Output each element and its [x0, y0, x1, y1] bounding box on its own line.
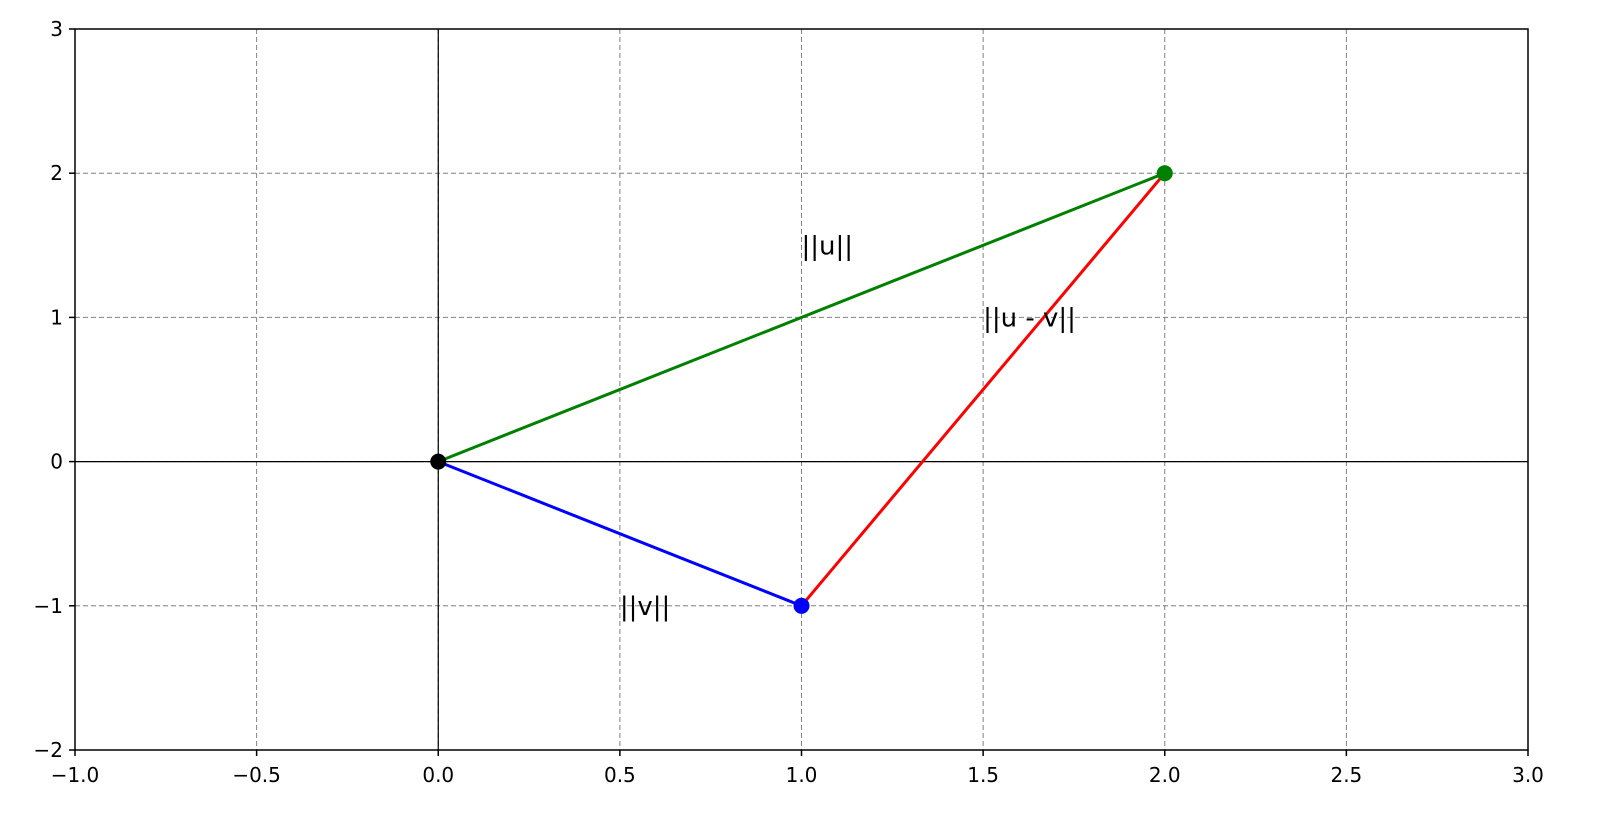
- annotation-label: ||u - v||: [983, 303, 1076, 333]
- annotation-label: ||v||: [620, 592, 670, 622]
- x-tick-label: 1.0: [786, 763, 818, 787]
- x-tick-label: 2.0: [1149, 763, 1181, 787]
- x-tick-label: 0.0: [422, 763, 454, 787]
- y-tick-label: −2: [34, 738, 63, 762]
- y-tick-label: 1: [50, 305, 63, 329]
- x-tick-label: −0.5: [232, 763, 281, 787]
- zero-axis-lines: [75, 29, 1528, 750]
- x-tick-label: 2.5: [1330, 763, 1362, 787]
- x-tick-label: 0.5: [604, 763, 636, 787]
- x-tick-label: −1.0: [51, 763, 100, 787]
- x-tick-label: 1.5: [967, 763, 999, 787]
- y-tick-label: 2: [50, 161, 63, 185]
- y-tick-label: 0: [50, 450, 63, 474]
- data-point: [1156, 165, 1173, 182]
- series-lines: [436, 171, 1167, 608]
- y-tick-label: −1: [34, 594, 63, 618]
- x-tick-label: 3.0: [1512, 763, 1544, 787]
- series-line: [436, 460, 803, 608]
- series-line: [436, 171, 1167, 464]
- series-line: [800, 171, 1167, 608]
- data-point: [793, 597, 810, 614]
- grid-lines: [74, 28, 1529, 751]
- y-tick-label: 3: [50, 17, 63, 41]
- data-points: [430, 165, 1173, 614]
- annotation-label: ||u||: [802, 231, 854, 261]
- axis-ticks: −1.0 −0.5 0.0 0.5 1.0 1.5 2.0 2.5 3.0 −2 −1 0 1 2 3: [34, 17, 1544, 787]
- annotations: ||u|| ||v|| ||u - v||: [620, 231, 1076, 622]
- data-point: [430, 453, 447, 470]
